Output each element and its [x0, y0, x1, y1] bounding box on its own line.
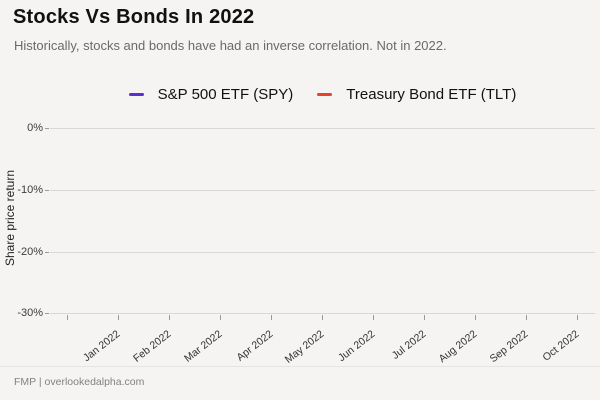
x-tick-label: Jun 2022 [335, 328, 378, 365]
y-tick-label: 0% [27, 122, 43, 134]
x-tick-label: Aug 2022 [436, 328, 480, 366]
x-tick-mark [475, 315, 476, 320]
y-tick-mark [45, 252, 49, 253]
y-tick-mark [45, 190, 49, 191]
x-tick-label: Jan 2022 [80, 328, 123, 365]
gridline [50, 252, 595, 253]
x-tick-mark [169, 315, 170, 320]
x-tick-mark [424, 315, 425, 320]
gridline [50, 313, 595, 314]
x-tick-mark [322, 315, 323, 320]
x-tick-label: Feb 2022 [131, 328, 174, 365]
x-tick-label: Oct 2022 [540, 328, 582, 364]
x-tick-mark [526, 315, 527, 320]
y-tick-label: -10% [17, 184, 43, 196]
x-tick-label: Jul 2022 [389, 328, 429, 362]
chart-title: Stocks Vs Bonds In 2022 [13, 6, 255, 28]
footer-divider [0, 366, 600, 367]
chart-subtitle: Historically, stocks and bonds have had … [14, 38, 447, 53]
x-tick-mark [67, 315, 68, 320]
x-tick-mark [220, 315, 221, 320]
y-tick-label: -30% [17, 307, 43, 319]
legend-label: S&P 500 ETF (SPY) [157, 85, 294, 103]
y-tick-label: -20% [17, 246, 43, 258]
x-tick-label: May 2022 [282, 328, 327, 366]
legend-line-swatch-icon [317, 92, 333, 96]
y-axis-title: Share price return [3, 169, 17, 267]
gridline [50, 190, 595, 191]
x-tick-mark [118, 315, 119, 320]
x-tick-label: Sep 2022 [487, 328, 531, 366]
x-tick-mark [373, 315, 374, 320]
x-tick-label: Mar 2022 [182, 328, 225, 365]
x-tick-label: Apr 2022 [234, 328, 276, 364]
x-tick-mark [577, 315, 578, 320]
legend-line-swatch-icon [128, 92, 144, 96]
y-tick-mark [45, 313, 49, 314]
footer-credit: FMP | overlookedalpha.com [14, 376, 145, 388]
legend: S&P 500 ETF (SPY) Treasury Bond ETF (TLT) [50, 83, 595, 105]
legend-label: Treasury Bond ETF (TLT) [346, 85, 517, 103]
legend-item-spy[interactable]: S&P 500 ETF (SPY) [128, 85, 294, 103]
x-tick-mark [271, 315, 272, 320]
gridline [50, 128, 595, 129]
y-tick-mark [45, 128, 49, 129]
legend-item-tlt[interactable]: Treasury Bond ETF (TLT) [317, 86, 516, 103]
